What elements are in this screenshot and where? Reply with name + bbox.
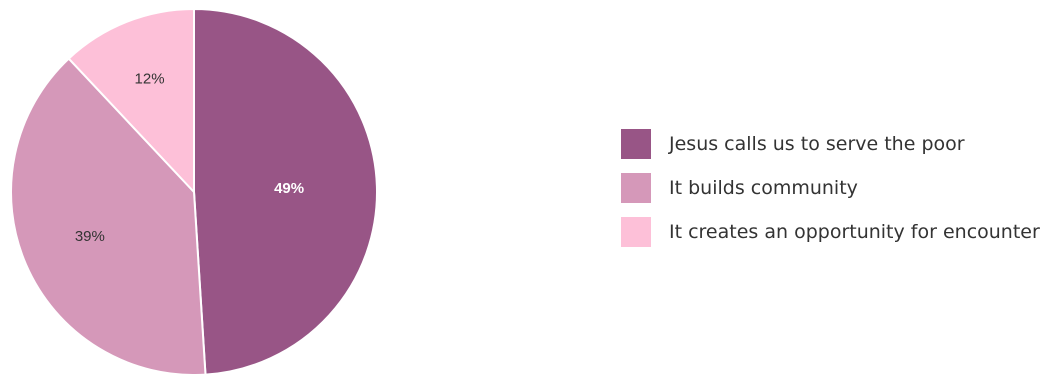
slice-label-serve-the-poor: 49% xyxy=(274,180,304,197)
legend-swatch-builds-community xyxy=(621,173,651,203)
legend: Jesus calls us to serve the poor It buil… xyxy=(621,129,1040,247)
slice-label-builds-community: 39% xyxy=(75,228,105,245)
slice-builds-community[interactable] xyxy=(10,57,207,374)
slice-opportunity-for-encounter[interactable] xyxy=(67,7,195,195)
legend-item-opportunity-for-encounter[interactable]: It creates an opportunity for encounter xyxy=(621,217,1040,247)
legend-label-opportunity-for-encounter: It creates an opportunity for encounter xyxy=(669,221,1040,243)
legend-swatch-opportunity-for-encounter xyxy=(621,217,651,247)
slice-label-opportunity-for-encounter: 12% xyxy=(135,71,165,88)
legend-swatch-serve-the-poor xyxy=(621,129,651,159)
legend-item-serve-the-poor[interactable]: Jesus calls us to serve the poor xyxy=(621,129,1040,159)
legend-label-serve-the-poor: Jesus calls us to serve the poor xyxy=(669,133,965,155)
legend-item-builds-community[interactable]: It builds community xyxy=(621,173,1040,203)
legend-label-builds-community: It builds community xyxy=(669,177,858,199)
pie-chart: 49% 39% 12% xyxy=(10,7,378,374)
slice-serve-the-poor[interactable] xyxy=(193,7,378,374)
